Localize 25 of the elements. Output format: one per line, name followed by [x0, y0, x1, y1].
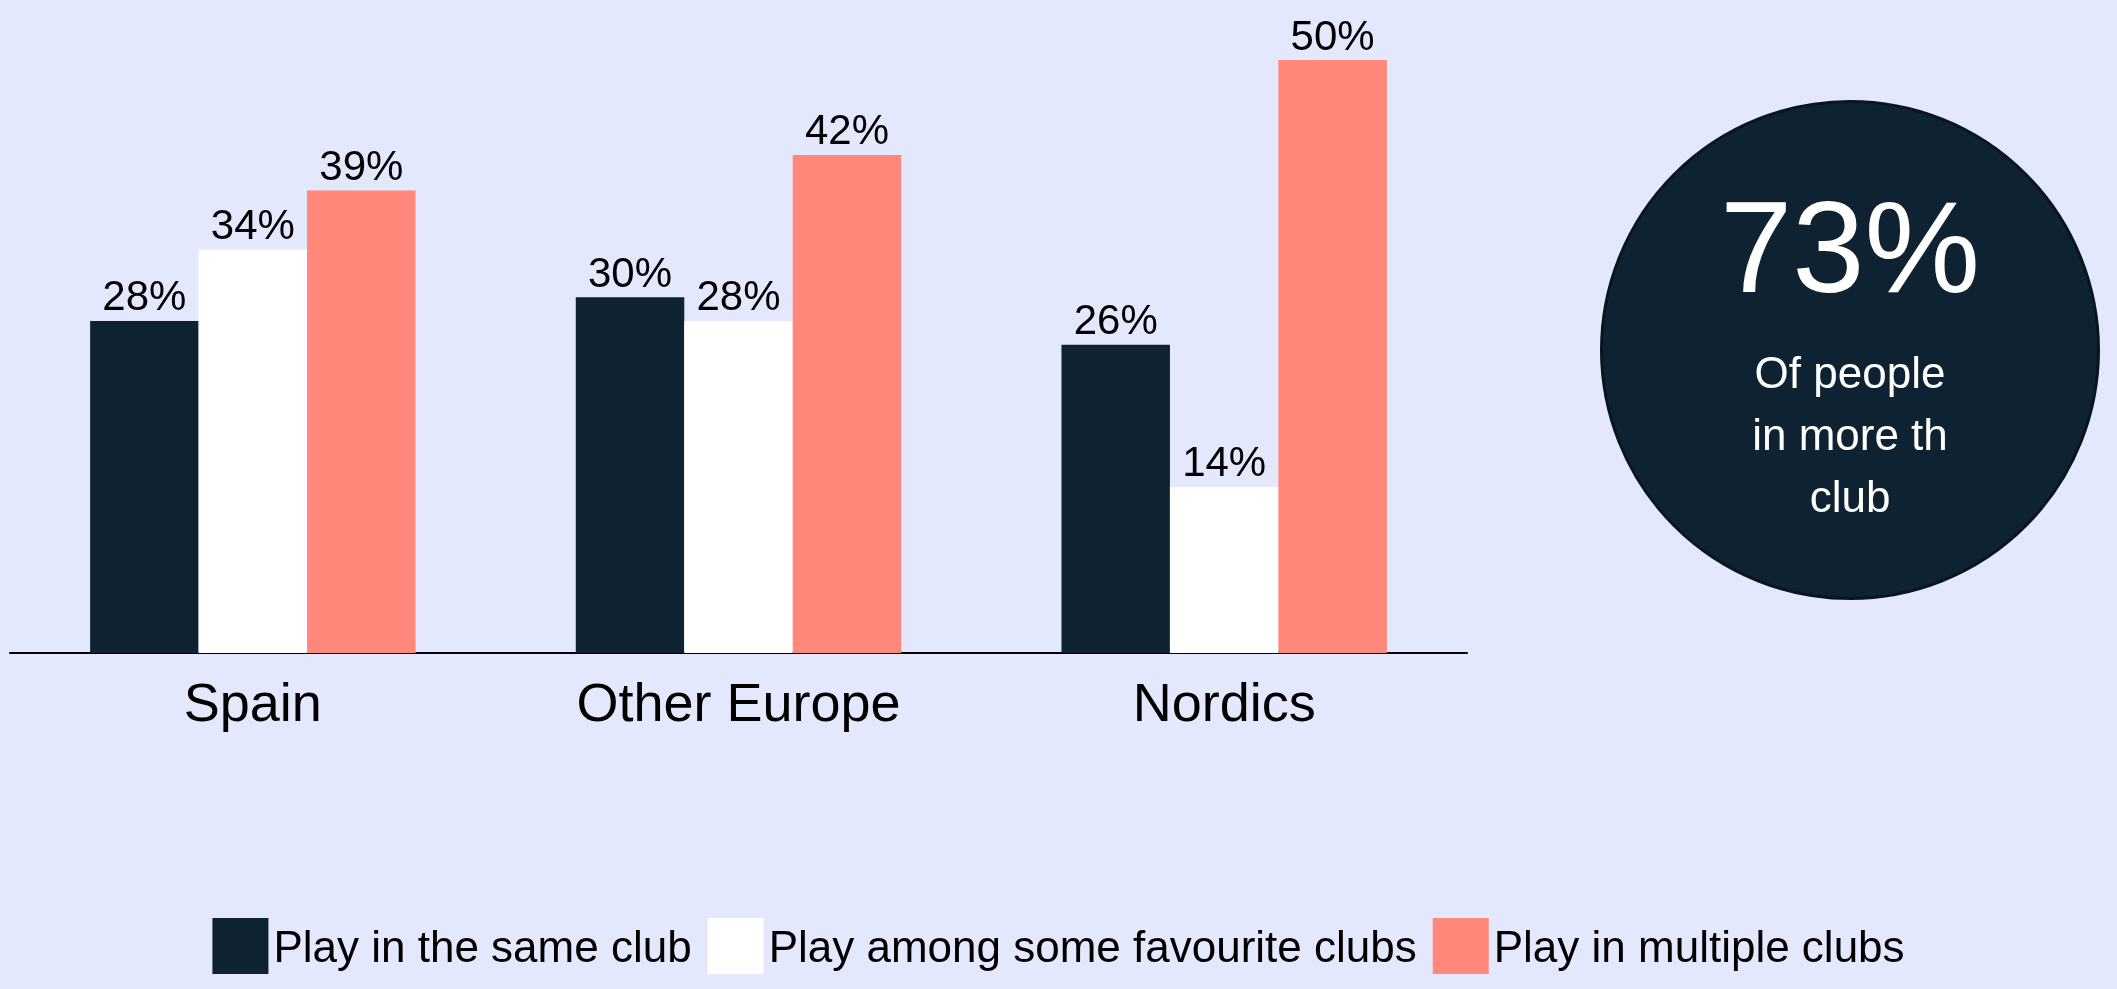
data-label: 14% [1182, 438, 1267, 486]
x-tick-label: Nordics [1132, 672, 1316, 732]
bar [307, 190, 416, 653]
data-label: 39% [319, 141, 404, 189]
x-tick-label: Spain [183, 672, 322, 732]
legend-label: Play among some favourite clubs [768, 921, 1417, 971]
data-label: 50% [1290, 11, 1375, 59]
legend-label: Play in the same club [273, 921, 692, 971]
data-label: 34% [210, 201, 295, 249]
bar [1061, 344, 1170, 653]
bar [90, 320, 199, 653]
bar [198, 249, 308, 653]
data-label: 42% [804, 106, 889, 154]
data-label: 28% [696, 272, 781, 320]
bar [684, 320, 793, 653]
circle-badge: 73% Of people in more th club [1600, 100, 2100, 600]
data-label: 30% [588, 248, 673, 296]
data-label: 28% [102, 272, 187, 320]
bar [1169, 486, 1279, 653]
bar [575, 297, 685, 653]
x-tick-label: Other Europe [576, 672, 901, 732]
data-label: 26% [1073, 296, 1158, 344]
bar [792, 154, 902, 653]
legend-label: Play in multiple clubs [1493, 921, 1905, 971]
bar [1278, 60, 1387, 653]
